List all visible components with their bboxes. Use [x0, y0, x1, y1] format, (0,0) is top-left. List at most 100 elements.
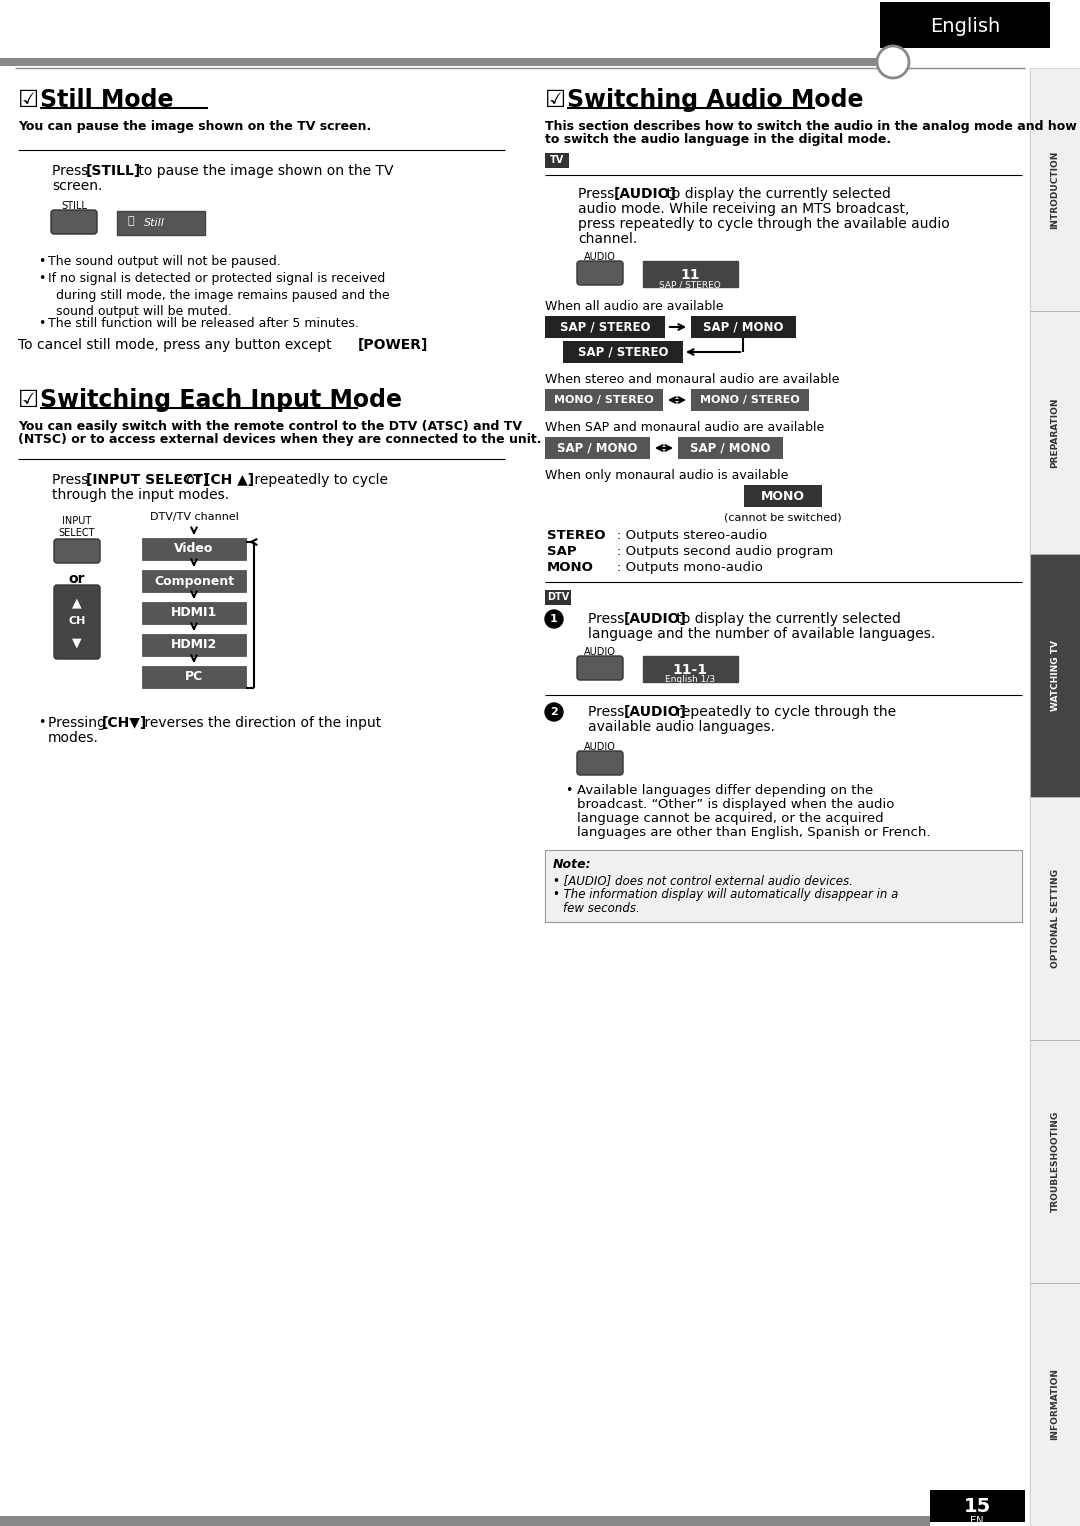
Bar: [141, 601, 246, 624]
FancyBboxPatch shape: [577, 261, 623, 285]
Text: INPUT
SELECT: INPUT SELECT: [58, 516, 95, 537]
Text: ▼: ▼: [72, 636, 82, 649]
Text: reverses the direction of the input: reverses the direction of the input: [140, 716, 381, 729]
Text: Video: Video: [174, 543, 214, 555]
Text: You can pause the image shown on the TV screen.: You can pause the image shown on the TV …: [18, 121, 372, 133]
Text: to display the currently selected: to display the currently selected: [672, 612, 901, 626]
Text: broadcast. “Other” is displayed when the audio: broadcast. “Other” is displayed when the…: [577, 798, 894, 810]
Bar: [141, 665, 246, 688]
Bar: [563, 340, 683, 363]
Text: • The information display will automatically disappear in a: • The information display will automatic…: [553, 888, 899, 900]
FancyBboxPatch shape: [51, 211, 97, 233]
Text: MONO: MONO: [546, 562, 594, 574]
Text: SAP / MONO: SAP / MONO: [557, 441, 637, 455]
Text: SAP: SAP: [546, 545, 577, 559]
Text: Component: Component: [154, 574, 234, 588]
Bar: [545, 316, 665, 337]
Text: : Outputs mono-audio: : Outputs mono-audio: [617, 562, 762, 574]
Text: screen.: screen.: [52, 179, 103, 192]
Text: : Outputs second audio program: : Outputs second audio program: [617, 545, 834, 559]
FancyBboxPatch shape: [577, 751, 623, 775]
Text: [INPUT SELECT]: [INPUT SELECT]: [86, 473, 210, 487]
Bar: [545, 389, 663, 410]
Bar: [691, 316, 796, 337]
Text: When all audio are available: When all audio are available: [545, 301, 724, 313]
Text: ▲: ▲: [72, 597, 82, 609]
Text: [CH▼]: [CH▼]: [102, 716, 147, 729]
Text: DTV/TV channel: DTV/TV channel: [149, 513, 239, 522]
Text: AUDIO: AUDIO: [584, 647, 616, 658]
Bar: [545, 153, 569, 168]
FancyBboxPatch shape: [577, 656, 623, 681]
Text: INFORMATION: INFORMATION: [1051, 1369, 1059, 1441]
Text: OPTIONAL SETTING: OPTIONAL SETTING: [1051, 868, 1059, 967]
Text: languages are other than English, Spanish or French.: languages are other than English, Spanis…: [577, 826, 931, 839]
Text: channel.: channel.: [578, 232, 637, 246]
Text: [POWER]: [POWER]: [357, 337, 429, 353]
Text: [AUDIO]: [AUDIO]: [624, 612, 687, 626]
Text: •: •: [38, 272, 45, 285]
Text: •: •: [38, 255, 45, 269]
Text: to pause the image shown on the TV: to pause the image shown on the TV: [134, 163, 393, 179]
Text: ⏸: ⏸: [127, 217, 134, 226]
Text: modes.: modes.: [48, 731, 99, 745]
Text: HDMI1: HDMI1: [171, 606, 217, 620]
Text: to display the currently selected: to display the currently selected: [662, 188, 891, 201]
Text: English 1/3: English 1/3: [665, 674, 715, 684]
Text: ☑: ☑: [18, 89, 39, 111]
Text: English: English: [930, 17, 1000, 35]
Text: When only monaural audio is available: When only monaural audio is available: [545, 468, 788, 482]
Text: WATCHING TV: WATCHING TV: [1051, 639, 1059, 711]
Bar: [643, 656, 738, 682]
Text: [AUDIO]: [AUDIO]: [615, 188, 677, 201]
Text: STEREO: STEREO: [546, 530, 606, 542]
Text: TV: TV: [550, 156, 564, 165]
Text: [STILL]: [STILL]: [86, 163, 141, 179]
Text: Press: Press: [588, 612, 629, 626]
Bar: [880, 2, 1050, 47]
Text: 11-1: 11-1: [673, 662, 707, 678]
Text: •: •: [38, 317, 45, 330]
Text: language and the number of available languages.: language and the number of available lan…: [588, 627, 935, 641]
Bar: [0, 1515, 930, 1526]
Text: Still: Still: [144, 218, 165, 227]
Text: MONO: MONO: [761, 490, 805, 502]
Text: MONO / STEREO: MONO / STEREO: [700, 395, 800, 404]
Text: PC: PC: [185, 670, 203, 684]
Bar: [1030, 797, 1080, 1041]
Text: SAP / MONO: SAP / MONO: [690, 441, 770, 455]
Circle shape: [545, 610, 563, 629]
Text: SAP / STEREO: SAP / STEREO: [659, 279, 720, 288]
Text: When SAP and monaural audio are available: When SAP and monaural audio are availabl…: [545, 421, 824, 433]
Text: PREPARATION: PREPARATION: [1051, 397, 1059, 468]
Circle shape: [877, 46, 909, 78]
Text: or: or: [183, 473, 205, 487]
Text: press repeatedly to cycle through the available audio: press repeatedly to cycle through the av…: [578, 217, 949, 230]
Bar: [141, 633, 246, 656]
Text: (NTSC) or to access external devices when they are connected to the unit.: (NTSC) or to access external devices whe…: [18, 433, 541, 446]
Text: : Outputs stereo-audio: : Outputs stereo-audio: [617, 530, 767, 542]
Text: Press: Press: [52, 473, 93, 487]
Text: AUDIO: AUDIO: [584, 252, 616, 262]
Text: •: •: [38, 716, 45, 729]
Text: through the input modes.: through the input modes.: [52, 488, 229, 502]
Bar: [1030, 1283, 1080, 1526]
Text: or: or: [69, 572, 85, 586]
Text: This section describes how to switch the audio in the analog mode and how: This section describes how to switch the…: [545, 121, 1077, 133]
Bar: [545, 591, 571, 604]
Text: MONO / STEREO: MONO / STEREO: [554, 395, 653, 404]
Text: STILL: STILL: [62, 201, 86, 211]
Text: TROUBLESHOOTING: TROUBLESHOOTING: [1051, 1111, 1059, 1212]
Text: Available languages differ depending on the: Available languages differ depending on …: [577, 784, 874, 797]
Text: Still Mode: Still Mode: [40, 89, 174, 111]
Text: repeatedly to cycle through the: repeatedly to cycle through the: [672, 705, 896, 719]
Text: audio mode. While receiving an MTS broadcast,: audio mode. While receiving an MTS broad…: [578, 201, 909, 217]
Bar: [1030, 311, 1080, 554]
Text: • [AUDIO] does not control external audio devices.: • [AUDIO] does not control external audi…: [553, 874, 853, 887]
Bar: [678, 436, 783, 459]
Text: 11: 11: [680, 269, 700, 282]
Text: SAP / STEREO: SAP / STEREO: [578, 345, 669, 359]
Text: CH: CH: [68, 617, 85, 626]
Bar: [930, 1489, 1025, 1521]
Bar: [545, 436, 650, 459]
